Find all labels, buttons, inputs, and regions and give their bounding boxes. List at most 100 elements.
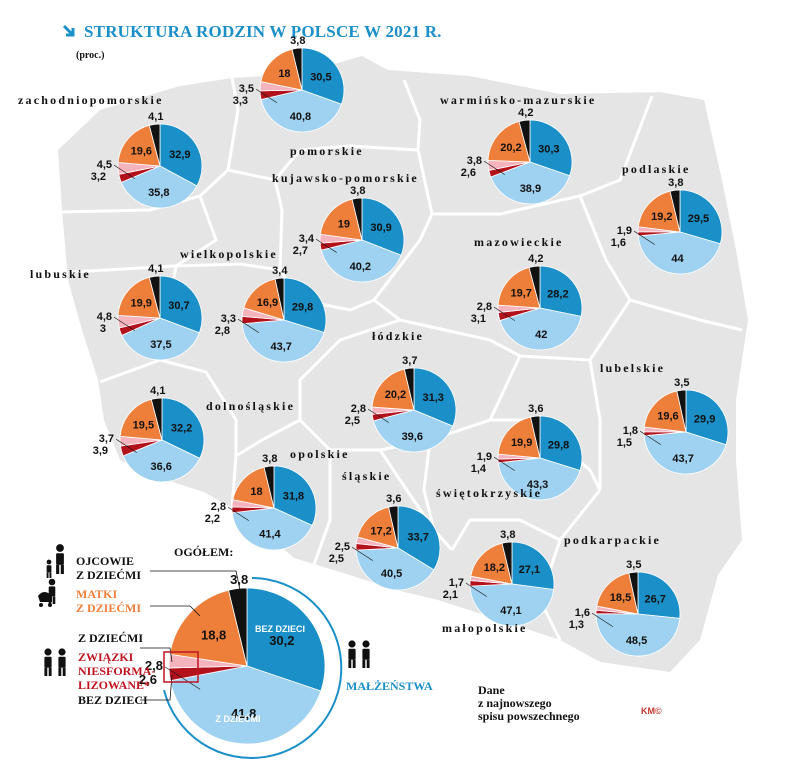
data-label-zwiazki_z_dziecmi: 2,8 bbox=[145, 658, 163, 673]
data-label-malzenstwa_z_dziecmi: 43,7 bbox=[672, 453, 693, 465]
pie-pomorskie: 30,5 40,8 18 3,8 3,53,3 bbox=[233, 35, 345, 133]
slice-malzenstwa_z_dziecmi bbox=[355, 547, 435, 591]
slice-matki_z_dziecmi bbox=[487, 120, 531, 163]
data-label-ojcowie_z_dziecmi: 3,8 bbox=[668, 177, 683, 189]
source-note: Dane z najnowszego spisu powszechnego bbox=[478, 683, 580, 723]
data-label-malzenstwa_bez_dzieci: 30,3 bbox=[538, 144, 559, 156]
region-border bbox=[69, 195, 218, 274]
data-label-zwiazki_bez_dzieci: 2,2 bbox=[205, 513, 220, 525]
data-label-zwiazki_bez_dzieci: 2,5 bbox=[345, 415, 360, 427]
legend-cohab-title: ZWIĄZKI bbox=[78, 650, 134, 664]
legend-cohab-title: NIESFORMA- bbox=[78, 664, 155, 678]
data-label-malzenstwa_bez_dzieci: 26,7 bbox=[644, 594, 665, 606]
slice-malzenstwa_bez_dzieci bbox=[397, 505, 441, 571]
slice-malzenstwa_z_dziecmi bbox=[499, 307, 582, 351]
leader-line bbox=[113, 164, 135, 179]
slice-ojcowie_z_dziecmi bbox=[501, 541, 513, 585]
data-label-malzenstwa_z_dziecmi: 40,5 bbox=[381, 568, 402, 580]
slice-malzenstwa_z_dziecmi bbox=[497, 457, 581, 501]
pie-overall: 30,2 41,8 18,8 3,8 2,82,6 bbox=[139, 572, 326, 745]
region-border bbox=[273, 179, 434, 312]
slice-malzenstwa_bez_dzieci bbox=[301, 47, 345, 105]
data-label-zwiazki_z_dziecmi: 4,5 bbox=[97, 159, 112, 171]
data-label-ojcowie_z_dziecmi: 4,1 bbox=[148, 263, 163, 275]
slice-ojcowie_z_dziecmi bbox=[291, 47, 303, 91]
data-label-malzenstwa_z_dziecmi: 41,8 bbox=[231, 706, 256, 721]
cohab-bracket bbox=[163, 651, 199, 683]
slice-malzenstwa_z_dziecmi bbox=[372, 409, 454, 453]
slice-matki_z_dziecmi bbox=[497, 416, 541, 459]
person-icon bbox=[56, 544, 64, 574]
data-label-zwiazki_bez_dzieci: 1,3 bbox=[569, 619, 584, 631]
data-label-zwiazki_z_dziecmi: 3,4 bbox=[299, 233, 315, 245]
region-border bbox=[310, 450, 332, 571]
slice-malzenstwa_z_dziecmi bbox=[637, 231, 721, 275]
author-signature: KM© bbox=[641, 706, 662, 716]
slice-matki_z_dziecmi bbox=[596, 572, 639, 615]
slice-malzenstwa_bez_dzieci bbox=[637, 571, 681, 619]
data-label-zwiazki_bez_dzieci: 1,4 bbox=[471, 463, 487, 475]
data-label-zwiazki_z_dziecmi: 1,6 bbox=[575, 607, 590, 619]
slice-ojcowie_z_dziecmi bbox=[150, 397, 163, 441]
data-label-ojcowie_z_dziecmi: 3,6 bbox=[528, 403, 543, 415]
pie-małopolskie: 27,1 47,1 18,2 3,8 1,72,1 bbox=[443, 529, 555, 627]
data-label-zwiazki_z_dziecmi: 1,8 bbox=[623, 425, 638, 437]
pie-łódzkie: 31,3 39,6 20,2 3,7 2,82,5 bbox=[345, 355, 457, 453]
data-label-zwiazki_bez_dzieci: 2,8 bbox=[215, 325, 230, 337]
region-name-śląskie: śląskie bbox=[342, 469, 391, 483]
region-name-wielkopolskie: wielkopolskie bbox=[180, 247, 278, 261]
region-name-podlaskie: podlaskie bbox=[622, 162, 691, 176]
data-label-zwiazki_z_dziecmi: 1,7 bbox=[449, 577, 464, 589]
data-label-zwiazki_z_dziecmi: 3,7 bbox=[99, 433, 114, 445]
data-label-matki_z_dziecmi: 19,6 bbox=[657, 411, 678, 423]
data-label-zwiazki_z_dziecmi: 3,3 bbox=[221, 313, 236, 325]
data-label-matki_z_dziecmi: 18,2 bbox=[484, 562, 505, 574]
data-label-matki_z_dziecmi: 19 bbox=[338, 219, 350, 231]
slice-malzenstwa_z_dziecmi bbox=[241, 319, 325, 363]
data-label-malzenstwa_bez_dzieci: 33,7 bbox=[407, 532, 428, 544]
slice-malzenstwa_bez_dzieci bbox=[361, 197, 405, 256]
data-label-malzenstwa_z_dziecmi: 43,7 bbox=[271, 341, 292, 353]
data-label-malzenstwa_z_dziecmi: 42 bbox=[535, 329, 547, 341]
slice-malzenstwa_bez_dzieci bbox=[679, 189, 723, 245]
slice-malzenstwa_bez_dzieci bbox=[539, 415, 583, 472]
data-label-zwiazki_bez_dzieci: 1,6 bbox=[611, 237, 626, 249]
leader-line bbox=[255, 88, 277, 103]
data-label-malzenstwa_z_dziecmi: 43,3 bbox=[527, 479, 548, 491]
data-label-zwiazki_bez_dzieci: 2,1 bbox=[443, 589, 458, 601]
data-label-zwiazki_z_dziecmi: 4,8 bbox=[97, 311, 112, 323]
pie-wielkopolskie: 29,8 43,7 16,9 3,4 3,32,8 bbox=[215, 265, 327, 363]
person-icon bbox=[348, 640, 356, 668]
slice-ojcowie_z_dziecmi bbox=[228, 587, 248, 667]
legend-leader-line bbox=[140, 674, 173, 701]
region-name-małopolskie: małopolskie bbox=[442, 621, 528, 635]
data-label-matki_z_dziecmi: 19,9 bbox=[130, 298, 151, 310]
legend-cohab-with-children: Z DZIEĆMI bbox=[78, 631, 143, 645]
legend-mothers: Z DZIEĆMI bbox=[76, 601, 141, 615]
slice-malzenstwa_bez_dzieci bbox=[511, 541, 555, 590]
person-icon bbox=[58, 648, 66, 676]
slice-ojcowie_z_dziecmi bbox=[148, 123, 161, 167]
pie-dolnośląskie: 32,2 36,6 19,5 4,1 3,73,9 bbox=[93, 385, 205, 483]
data-label-ojcowie_z_dziecmi: 3,8 bbox=[500, 529, 515, 541]
data-label-matki_z_dziecmi: 18 bbox=[250, 486, 262, 498]
region-name-dolnośląskie: dolnośląskie bbox=[206, 399, 295, 413]
data-label-zwiazki_bez_dzieci: 3,1 bbox=[471, 313, 486, 325]
slice-ojcowie_z_dziecmi bbox=[518, 119, 531, 163]
data-label-ojcowie_z_dziecmi: 3,7 bbox=[402, 355, 417, 367]
slice-malzenstwa_z_dziecmi bbox=[469, 583, 555, 627]
leader-line bbox=[367, 408, 389, 423]
person-icon bbox=[362, 640, 370, 668]
slice-malzenstwa_bez_dzieci bbox=[273, 465, 317, 526]
slice-matki_z_dziecmi bbox=[117, 276, 161, 319]
slice-malzenstwa_bez_dzieci bbox=[283, 277, 327, 334]
chart-subtitle: (proc.) bbox=[76, 50, 105, 61]
slice-matki_z_dziecmi bbox=[243, 278, 285, 321]
data-label-matki_z_dziecmi: 18,5 bbox=[610, 592, 631, 604]
region-name-opolskie: opolskie bbox=[290, 447, 350, 461]
region-border bbox=[227, 144, 419, 182]
data-label-malzenstwa_bez_dzieci: 30,5 bbox=[310, 72, 331, 84]
slice-matki_z_dziecmi bbox=[637, 190, 681, 233]
slice-ojcowie_z_dziecmi bbox=[403, 367, 415, 411]
legend-marriage-no-children: BEZ DZIECI bbox=[255, 624, 305, 634]
